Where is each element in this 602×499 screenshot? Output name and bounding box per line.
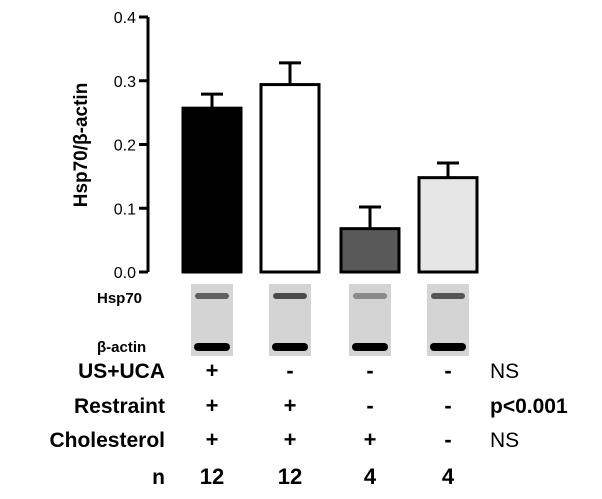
blot-band-actin bbox=[430, 343, 466, 351]
condition-cell: 4 bbox=[442, 464, 455, 489]
condition-cell: - bbox=[444, 427, 451, 452]
condition-cell: 12 bbox=[200, 464, 224, 489]
y-tick-label: 0.1 bbox=[114, 201, 136, 218]
condition-cell: 4 bbox=[364, 464, 377, 489]
significance-label: NS bbox=[490, 429, 519, 452]
condition-cell: + bbox=[364, 427, 377, 452]
condition-cell: + bbox=[206, 393, 219, 418]
condition-cell: + bbox=[206, 358, 219, 383]
blot-label-hsp70: Hsp70 bbox=[97, 290, 142, 307]
blot-band-hsp70 bbox=[353, 293, 387, 299]
condition-cell: - bbox=[366, 358, 373, 383]
condition-cell: - bbox=[444, 358, 451, 383]
row-label: Cholesterol bbox=[49, 429, 165, 452]
condition-cell: - bbox=[286, 358, 293, 383]
blot-band-actin bbox=[272, 343, 308, 351]
condition-cell: 12 bbox=[278, 464, 302, 489]
row-label: n bbox=[152, 466, 165, 489]
blot-band-hsp70 bbox=[273, 293, 307, 299]
blot-band-hsp70 bbox=[431, 293, 465, 299]
y-tick-label: 0.2 bbox=[114, 138, 136, 155]
significance-label: p<0.001 bbox=[490, 395, 568, 418]
y-axis-label: Hsp70/β-actin bbox=[71, 83, 92, 208]
condition-cell: + bbox=[284, 427, 297, 452]
y-tick-label: 0.3 bbox=[114, 74, 136, 91]
blot-band-actin bbox=[352, 343, 388, 351]
bar bbox=[339, 227, 401, 274]
row-label: Restraint bbox=[74, 395, 165, 418]
condition-cell: + bbox=[206, 427, 219, 452]
row-label: US+UCA bbox=[78, 360, 165, 383]
y-tick-label: 0.4 bbox=[114, 10, 136, 27]
condition-cell: - bbox=[366, 393, 373, 418]
condition-cell: - bbox=[444, 393, 451, 418]
bar bbox=[181, 106, 243, 274]
blot-label-actin: β-actin bbox=[97, 339, 146, 356]
y-tick-label: 0.0 bbox=[114, 265, 136, 282]
blot-band-hsp70 bbox=[195, 293, 229, 299]
significance-label: NS bbox=[490, 360, 519, 383]
bar bbox=[417, 176, 479, 274]
bar bbox=[259, 83, 321, 274]
condition-cell: + bbox=[284, 393, 297, 418]
blot-band-actin bbox=[194, 343, 230, 351]
